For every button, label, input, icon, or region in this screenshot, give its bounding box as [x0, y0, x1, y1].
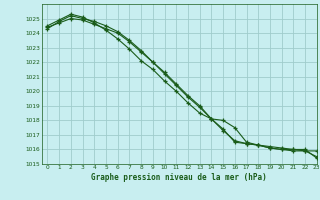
X-axis label: Graphe pression niveau de la mer (hPa): Graphe pression niveau de la mer (hPa) [91, 173, 267, 182]
